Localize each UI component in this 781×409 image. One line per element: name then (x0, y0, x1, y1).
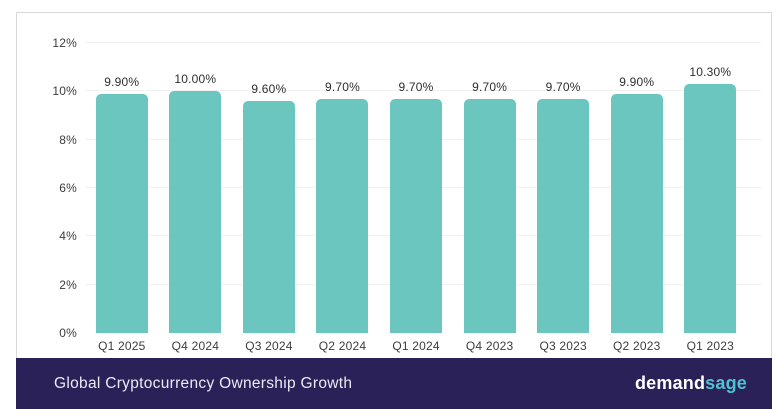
bar (463, 98, 516, 333)
brand-logo: demandsage (635, 373, 747, 394)
bar-cell: 10.30% (674, 43, 748, 333)
bar-value-label: 10.30% (689, 65, 732, 80)
x-axis-labels: Q1 2025 Q4 2024 Q3 2024 Q2 2024 Q1 2024 Q4 20… (85, 339, 747, 353)
bar-cell: 9.70% (306, 43, 380, 333)
y-tick-label: 8% (59, 132, 77, 147)
plot-area: 9.90% 10.00% 9.60% 9.70% 9.70% 9.70% 9.70% 9.90… (85, 42, 761, 333)
bar-cell: 9.90% (600, 43, 674, 333)
y-tick-label: 12% (52, 36, 77, 50)
x-tick-label: Q1 2025 (98, 339, 146, 353)
bar (610, 93, 663, 333)
bar (684, 84, 737, 333)
chart-title: Global Cryptocurrency Ownership Growth (54, 374, 353, 392)
bar-value-label: 9.90% (619, 74, 655, 89)
x-tick-label: Q3 2024 (245, 339, 293, 353)
bar-cell: 10.00% (159, 43, 233, 333)
bar (390, 98, 443, 333)
bar-cell: 9.70% (379, 43, 453, 333)
bar-value-label: 9.70% (398, 79, 434, 94)
bar-value-label: 9.70% (324, 79, 360, 94)
y-tick-label: 2% (59, 277, 77, 292)
brand-sage: sage (705, 373, 747, 393)
y-axis-labels: 0% 2% 4% 6% 8% 10% 12% (17, 36, 77, 340)
x-tick-label: Q3 2023 (539, 339, 587, 353)
x-tick-label: Q2 2024 (318, 339, 367, 353)
bar (242, 101, 295, 333)
bar-value-label: 9.60% (251, 82, 287, 96)
chart-card: 0% 2% 4% 6% 8% 10% 12% 9.90% 10.00% 9.60% 9.70% 9.… (16, 12, 772, 409)
bar (169, 91, 222, 333)
bar-value-label: 9.70% (472, 79, 508, 94)
bar-cell: 9.70% (453, 43, 527, 333)
x-tick-label: Q1 2024 (392, 339, 440, 353)
bar-value-label: 9.90% (104, 74, 140, 89)
bar (95, 93, 148, 333)
bar-cell: 9.60% (232, 43, 306, 333)
gridline (85, 90, 761, 92)
brand-demand: demand (634, 373, 706, 393)
x-tick-label: Q4 2023 (465, 339, 514, 353)
x-tick-label: Q1 2023 (686, 339, 734, 353)
y-tick-label: 10% (52, 84, 77, 99)
bar-value-label: 10.00% (174, 72, 217, 87)
y-tick-label: 4% (59, 229, 77, 244)
y-tick-label: 0% (59, 326, 77, 340)
x-tick-label: Q4 2024 (171, 339, 220, 353)
footer-bar: Global Cryptocurrency Ownership Growth d… (16, 358, 772, 409)
bar (537, 98, 590, 333)
gridline (85, 42, 761, 43)
chart-area: 0% 2% 4% 6% 8% 10% 12% 9.90% 10.00% 9.60% 9.70% 9.… (16, 12, 772, 358)
bar (316, 98, 369, 333)
bar-cell: 9.90% (85, 43, 159, 333)
x-tick-label: Q2 2023 (613, 339, 661, 353)
bar-value-label: 9.70% (545, 79, 581, 94)
y-tick-label: 6% (59, 181, 77, 195)
bar-cell: 9.70% (526, 43, 600, 333)
